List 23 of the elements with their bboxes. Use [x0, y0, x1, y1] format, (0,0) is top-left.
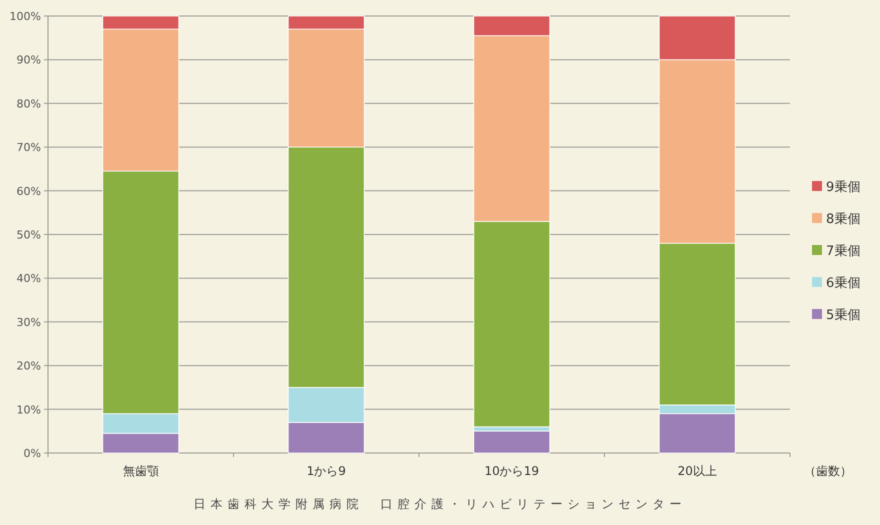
- y-tick-label: 70%: [16, 141, 41, 154]
- legend-label: 7乗個: [826, 244, 860, 259]
- text: 日本歯科大学附属病院 口腔介護・リハビリテーションセンター: [194, 497, 686, 511]
- y-tick-label: 90%: [16, 54, 41, 67]
- y-tick-label: 40%: [16, 272, 41, 286]
- y-tick-label: 60%: [16, 184, 41, 198]
- legend-label: 9乗個: [826, 180, 860, 195]
- y-tick-label: 30%: [16, 316, 41, 329]
- bar: [473, 430, 550, 454]
- y-tick-label: 100%: [10, 10, 41, 23]
- y-tick-label: 10%: [16, 403, 41, 416]
- x-tick-label: 20以上: [678, 464, 717, 478]
- x-tick-label: 10から19: [484, 464, 540, 478]
- x-tick-label: 無歯顎: [122, 464, 159, 478]
- y-tick-label: 50%: [16, 228, 41, 242]
- y-tick-label: 80%: [16, 97, 41, 110]
- legend-label: 6乗個: [826, 276, 860, 291]
- x-tick-label: 1から9: [306, 464, 346, 478]
- legend-label: 8乗個: [826, 212, 860, 227]
- legend-label: 5乗個: [826, 308, 860, 323]
- x-axis-title: （歯数）: [804, 464, 852, 478]
- y-tick-label: 20%: [16, 360, 41, 373]
- y-tick-label: 0%: [24, 447, 41, 460]
